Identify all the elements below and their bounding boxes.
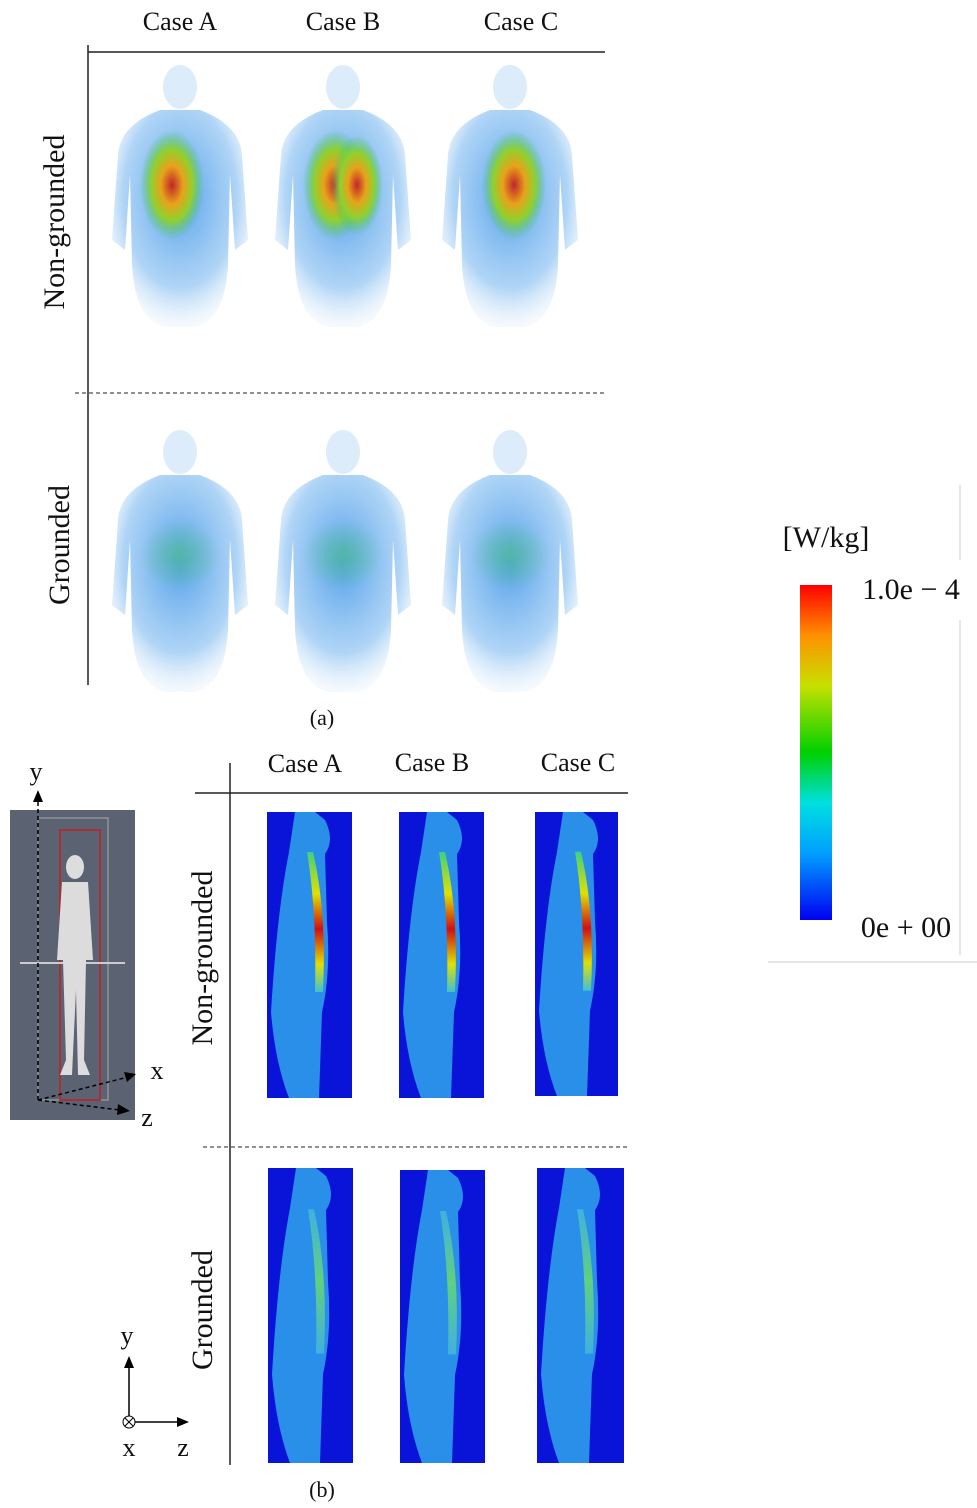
row-label: Grounded bbox=[186, 1250, 219, 1370]
row-label: Non-grounded bbox=[38, 135, 71, 310]
head bbox=[163, 430, 197, 474]
colorbar-min: 0e + 00 bbox=[861, 911, 951, 944]
row-label: Non-grounded bbox=[186, 871, 219, 1046]
row-label: Grounded bbox=[43, 485, 76, 605]
warmspot bbox=[470, 520, 550, 590]
body-rendering bbox=[275, 430, 411, 692]
caption: (a) bbox=[310, 705, 334, 730]
spine-band bbox=[440, 1210, 457, 1355]
model-image bbox=[10, 790, 136, 1120]
column-label: Case C bbox=[541, 748, 615, 777]
body-rendering bbox=[112, 430, 248, 692]
sar-slice bbox=[537, 1168, 624, 1463]
sar-slice bbox=[399, 812, 484, 1098]
column-label: Case A bbox=[143, 7, 218, 36]
column-label: Case C bbox=[484, 7, 558, 36]
warmspot bbox=[303, 520, 383, 590]
axis-label: y bbox=[30, 757, 43, 786]
axis-label: y bbox=[121, 1321, 134, 1350]
body-rendering bbox=[442, 65, 578, 327]
caption: (b) bbox=[309, 1477, 335, 1502]
body-rendering bbox=[442, 430, 578, 692]
body-rendering bbox=[112, 65, 248, 327]
spine-band bbox=[439, 852, 456, 992]
colorbar-unit: [W/kg] bbox=[783, 521, 870, 554]
colorbar bbox=[800, 585, 832, 920]
head bbox=[326, 65, 360, 109]
view-axes bbox=[122, 1356, 189, 1429]
colorbar-max: 1.0e − 4 bbox=[862, 573, 960, 606]
hotspot bbox=[482, 130, 546, 240]
axis-label: z bbox=[141, 1103, 153, 1132]
head bbox=[326, 430, 360, 474]
spine-band bbox=[308, 1209, 325, 1354]
spine-band bbox=[575, 851, 592, 991]
sar-slice bbox=[535, 812, 618, 1096]
hotspot bbox=[140, 130, 204, 240]
head bbox=[163, 65, 197, 109]
warmspot bbox=[140, 520, 220, 590]
spine-band bbox=[577, 1209, 594, 1354]
sar-slice bbox=[400, 1170, 485, 1463]
column-label: Case B bbox=[395, 748, 469, 777]
hotspot bbox=[331, 135, 383, 235]
axis-label: z bbox=[177, 1433, 189, 1462]
axis-label: x bbox=[123, 1433, 136, 1462]
axis-label: x bbox=[151, 1056, 164, 1085]
spine-band bbox=[307, 852, 324, 992]
column-label: Case A bbox=[268, 749, 343, 778]
body-rendering bbox=[275, 65, 411, 327]
head bbox=[493, 65, 527, 109]
column-label: Case B bbox=[306, 7, 380, 36]
sar-slice bbox=[267, 812, 352, 1098]
sar-slice bbox=[268, 1168, 353, 1463]
head bbox=[493, 430, 527, 474]
